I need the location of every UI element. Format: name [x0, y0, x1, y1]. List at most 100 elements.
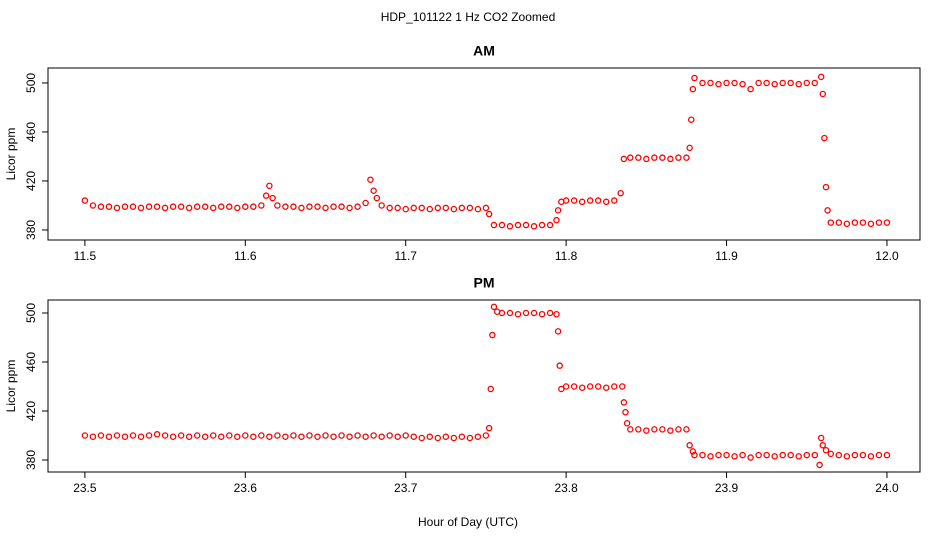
data-point — [659, 154, 666, 161]
data-point — [129, 203, 137, 210]
data-point — [707, 453, 714, 460]
y-tick-label: 420 — [24, 401, 38, 421]
data-point — [554, 207, 562, 214]
x-tick-label: 11.5 — [74, 249, 97, 263]
data-point — [822, 183, 830, 191]
data-point — [779, 451, 786, 459]
data-point — [113, 432, 121, 439]
data-point — [627, 426, 634, 433]
data-point — [169, 433, 177, 440]
data-point — [683, 154, 690, 161]
data-point — [859, 219, 867, 226]
data-point — [620, 155, 628, 163]
data-point — [675, 426, 682, 433]
data-point — [867, 220, 875, 228]
data-point — [683, 426, 690, 433]
data-point — [795, 80, 802, 88]
data-point — [824, 207, 831, 214]
data-point — [105, 433, 113, 440]
data-point — [97, 432, 105, 439]
data-point — [514, 310, 522, 318]
data-point — [707, 79, 714, 87]
data-point — [506, 309, 514, 317]
data-point — [113, 204, 121, 212]
data-point — [209, 432, 217, 439]
data-point — [635, 426, 642, 433]
data-point — [570, 197, 578, 204]
data-point — [226, 432, 233, 439]
data-point — [851, 451, 859, 459]
data-point — [394, 433, 401, 440]
data-point — [578, 384, 586, 391]
data-point — [803, 451, 810, 459]
x-tick-label: 11.8 — [555, 249, 578, 263]
data-point — [426, 205, 434, 213]
data-point — [282, 433, 289, 440]
y-axis-label: Licor ppm — [4, 128, 18, 181]
x-axis-label: Hour of Day (UTC) — [418, 515, 518, 529]
data-point — [410, 433, 417, 440]
data-point — [498, 221, 506, 229]
data-point — [715, 80, 722, 88]
data-point — [121, 203, 129, 210]
data-point — [201, 433, 209, 440]
data-point — [586, 197, 594, 204]
data-point — [623, 419, 631, 427]
data-point — [747, 85, 754, 93]
data-point — [346, 204, 353, 212]
data-point — [859, 451, 867, 459]
data-point — [217, 433, 225, 440]
data-point — [835, 219, 843, 226]
data-point — [346, 433, 353, 440]
data-point — [262, 192, 270, 199]
data-point — [522, 221, 530, 229]
data-point — [556, 362, 563, 369]
data-point — [386, 204, 393, 212]
data-point — [688, 116, 695, 123]
data-point — [322, 204, 329, 212]
data-point — [290, 203, 297, 210]
data-point — [651, 426, 658, 433]
data-point — [274, 202, 281, 209]
data-point — [506, 223, 514, 230]
data-point — [161, 432, 169, 439]
data-point — [81, 197, 89, 204]
data-point — [821, 134, 828, 142]
data-point — [161, 204, 169, 212]
data-point — [177, 432, 185, 439]
data-point — [763, 79, 770, 87]
data-point — [266, 182, 273, 190]
data-point — [442, 433, 450, 440]
data-point — [153, 431, 161, 438]
data-point — [816, 461, 823, 469]
data-point — [306, 432, 313, 439]
data-point — [817, 73, 825, 81]
data-point — [269, 194, 276, 202]
data-point — [97, 203, 105, 210]
data-point — [338, 203, 345, 210]
data-point — [546, 309, 554, 317]
x-tick-label: 12.0 — [875, 249, 899, 263]
data-point — [105, 203, 113, 210]
data-point — [667, 427, 674, 434]
y-tick-label: 500 — [24, 73, 38, 93]
data-point — [402, 432, 409, 439]
data-point — [394, 204, 401, 212]
data-point — [594, 197, 602, 204]
data-point — [314, 433, 321, 440]
data-point — [418, 204, 426, 212]
data-point — [298, 204, 305, 212]
data-point — [201, 203, 209, 210]
data-point — [426, 433, 434, 440]
data-point — [418, 434, 426, 442]
panel-title: PM — [474, 275, 495, 291]
data-point — [489, 331, 496, 339]
data-point — [553, 310, 560, 318]
data-point — [651, 154, 658, 161]
data-point — [546, 221, 554, 229]
data-point — [514, 221, 522, 229]
data-point — [490, 221, 498, 229]
data-point — [659, 426, 666, 433]
data-point — [482, 204, 490, 212]
data-point — [362, 199, 369, 207]
